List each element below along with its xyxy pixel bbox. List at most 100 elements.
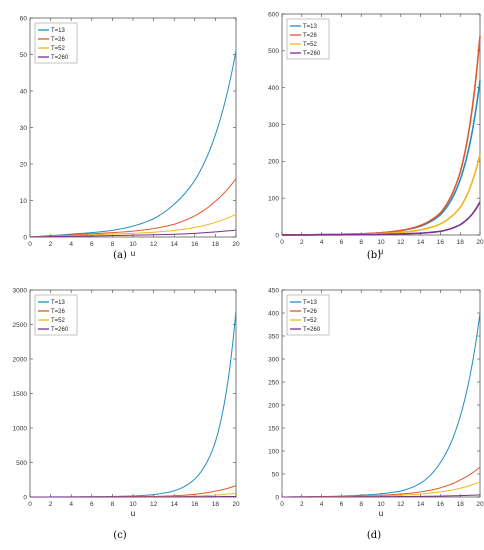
series-line-t-260 [29,229,237,238]
x-tick-label: 4 [69,501,73,508]
x-tick-label: 2 [300,501,304,508]
x-tick-label: 14 [417,501,425,508]
legend-label: T=52 [303,318,318,324]
legend-label: T=13 [303,24,318,30]
panel-caption: (b) [367,250,381,261]
x-tick-label: 20 [232,241,240,248]
y-tick-label: 50 [20,52,28,59]
x-tick-label: 10 [129,241,137,248]
legend-label: T=260 [303,51,321,57]
y-tick-label: 1500 [13,391,28,398]
series-line-t-260 [281,494,481,498]
y-tick-label: 10 [20,198,28,205]
x-tick-label: 10 [377,239,385,246]
x-tick-label: 12 [397,501,405,508]
x-axis-label: u [131,249,135,258]
y-tick-label: 3000 [13,287,28,294]
legend: T=13 T=26 T=52 T=260 [286,294,330,336]
y-tick-label: 350 [268,333,279,340]
legend-label: T=52 [51,318,66,324]
panel-d: 0 2 4 6 8 10 12 14 16 18 2005010015020025030035040… [268,287,484,541]
y-tick-label: 600 [268,11,279,18]
y-tick-label: 400 [268,85,279,92]
x-tick-label: 20 [476,501,484,508]
y-tick-label: 200 [268,159,279,166]
y-tick-label: 0 [275,232,279,239]
x-tick-label: 14 [171,501,179,508]
x-tick-label: 0 [28,241,32,248]
y-tick-label: 300 [268,356,279,363]
x-tick-label: 2 [49,501,53,508]
x-tick-label: 8 [111,241,115,248]
x-axis-label: u [379,247,383,256]
x-tick-label: 6 [90,501,94,508]
y-tick-label: 20 [20,161,28,168]
series-line-t-260 [281,201,481,236]
legend: T=13 T=26 T=52 T=260 [34,22,78,64]
legend-label: T=26 [51,37,66,43]
x-tick-label: 6 [90,241,94,248]
legend-label: T=52 [51,46,66,52]
y-tick-label: 2000 [13,356,28,363]
y-tick-label: 150 [268,425,279,432]
x-tick-label: 0 [280,239,284,246]
legend-label: T=260 [303,327,321,333]
y-tick-label: 100 [268,195,279,202]
legend-label: T=13 [303,300,318,306]
y-tick-label: 30 [20,125,28,132]
x-tick-label: 4 [320,239,324,246]
legend-label: T=13 [51,300,66,306]
x-tick-label: 8 [359,501,363,508]
y-tick-label: 500 [16,460,27,467]
series-line-t-13 [29,50,237,238]
series-line-t-26 [29,178,237,238]
panel-b: 0 2 4 6 8 10 12 14 16 18 200100200300400500600uT=1… [268,11,484,261]
x-tick-label: 8 [111,501,115,508]
x-tick-label: 12 [150,501,158,508]
x-axis-label: u [131,509,135,518]
x-tick-label: 4 [320,501,324,508]
x-tick-label: 20 [232,501,240,508]
y-tick-label: 500 [268,48,279,55]
x-tick-label: 12 [397,239,405,246]
panel-a: 0 2 4 6 8 10 12 14 16 18 200102030405060uT=13T=26T… [20,15,240,261]
panel-caption: (a) [113,250,127,261]
y-tick-label: 0 [23,494,27,501]
legend: T=13 T=26 T=52 T=260 [34,294,78,336]
x-tick-label: 16 [191,241,199,248]
x-tick-label: 14 [417,239,425,246]
x-tick-label: 10 [377,501,385,508]
y-tick-label: 0 [23,234,27,241]
y-tick-label: 50 [272,471,280,478]
y-tick-label: 400 [268,310,279,317]
y-tick-label: 250 [268,379,279,386]
x-tick-label: 8 [359,239,363,246]
x-tick-label: 12 [150,241,158,248]
x-tick-label: 0 [28,501,32,508]
x-tick-label: 16 [437,501,445,508]
legend-label: T=13 [51,28,66,34]
panel-caption: (d) [367,530,381,541]
series-line-t-52 [29,213,237,238]
x-tick-label: 18 [212,501,220,508]
panel-c: 0 2 4 6 8 10 12 14 16 18 20 0 500 1000 1500 2000 2500 300… [13,287,240,541]
panel-caption: (c) [113,530,127,541]
x-tick-label: 0 [280,501,284,508]
legend-label: T=26 [51,309,66,315]
x-tick-label: 2 [300,239,304,246]
legend-label: T=260 [51,327,69,333]
series-line-t-260 [30,495,237,498]
legend-label: T=26 [303,309,318,315]
x-tick-label: 4 [69,241,73,248]
legend-label: T=26 [303,33,318,39]
x-tick-label: 18 [457,501,465,508]
x-axis-label: u [379,509,383,518]
y-tick-label: 1000 [13,425,28,432]
legend-label: T=260 [51,55,69,61]
x-tick-label: 6 [340,239,344,246]
y-tick-label: 100 [268,448,279,455]
y-tick-label: 200 [268,402,279,409]
legend: T=13 T=26 T=52 T=260 [286,18,330,60]
y-tick-label: 40 [20,88,28,95]
y-tick-label: 450 [268,287,279,294]
